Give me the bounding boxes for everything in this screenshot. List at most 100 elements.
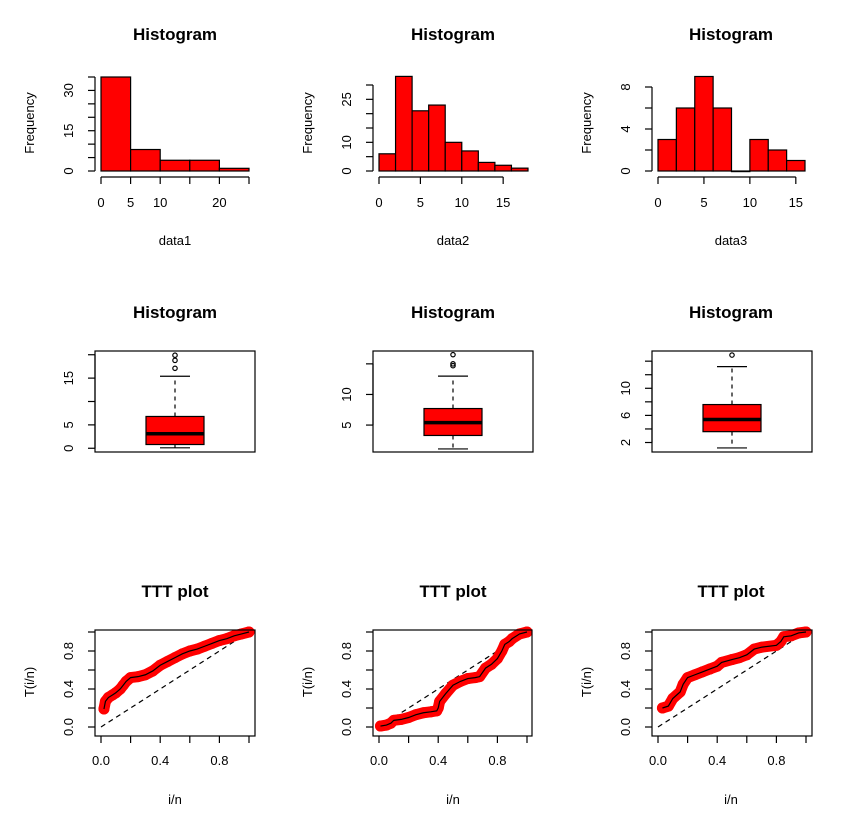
ttt1-plot-frame — [94, 629, 256, 737]
ttt1-x-tick-label: 0.0 — [92, 753, 110, 768]
hist2-y-tick-label: 25 — [339, 92, 354, 106]
hist3-x-tick-label: 10 — [743, 195, 757, 210]
hist3-x-tick-label: 0 — [654, 195, 661, 210]
box2-outlier-point — [450, 351, 456, 358]
box2-title: Histogram — [411, 303, 495, 322]
ttt3-title: TTT plot — [697, 582, 764, 601]
box1-title: Histogram — [133, 303, 217, 322]
ttt1-xlabel: i/n — [168, 792, 182, 807]
hist1-title: Histogram — [133, 25, 217, 44]
hist2-x-tick-label: 0 — [375, 195, 382, 210]
hist2-bar — [477, 161, 496, 172]
hist2-x-tick-label: 10 — [455, 195, 469, 210]
hist1-bar — [100, 76, 132, 172]
box1-iqr-box — [145, 415, 205, 446]
hist2-ylabel: Frequency — [300, 92, 315, 154]
hist2-bar — [411, 110, 430, 172]
ttt3-x-tick-label: 0.0 — [649, 753, 667, 768]
hist1-bar — [159, 159, 191, 172]
hist3-y-tick-label: 4 — [618, 125, 633, 132]
box1-outlier-point — [172, 357, 178, 364]
box1-outlier-point — [172, 365, 178, 372]
ttt2-x-tick-label: 0.0 — [370, 753, 388, 768]
hist3-ylabel: Frequency — [579, 92, 594, 154]
hist2-bar — [378, 153, 397, 172]
ttt3-x-tick-label: 0.8 — [767, 753, 785, 768]
hist3-bar — [657, 138, 677, 172]
ttt2-plot-frame — [372, 629, 533, 737]
box3-outlier-point — [729, 352, 735, 358]
ttt1-ylabel: T(i/n) — [22, 667, 37, 697]
hist1-xlabel: data1 — [159, 233, 192, 248]
hist3-bar — [786, 159, 806, 172]
box3-y-tick-label: 2 — [618, 439, 633, 446]
hist3-bar — [712, 107, 733, 172]
ttt2-y-tick-label: 0.0 — [339, 718, 354, 736]
ttt1-title: TTT plot — [141, 582, 208, 601]
hist3-bar — [675, 107, 696, 172]
ttt2-xlabel: i/n — [446, 792, 460, 807]
box3-y-tick-label: 6 — [618, 412, 633, 419]
hist3-title: Histogram — [689, 25, 773, 44]
hist3-xlabel: data3 — [715, 233, 748, 248]
ttt3-plot-frame — [651, 629, 813, 737]
ttt3-ttt-line — [662, 631, 807, 709]
hist1-bar — [130, 148, 161, 172]
box2-y-tick-label: 10 — [339, 387, 354, 401]
box2-outlier-point — [450, 362, 456, 369]
ttt2-ylabel: T(i/n) — [300, 667, 315, 697]
hist3-bar — [730, 170, 751, 173]
hist2-bar — [394, 75, 413, 172]
box1-y-tick-label: 15 — [61, 371, 76, 385]
ttt1-reference-diagonal — [100, 631, 250, 728]
box1-outlier-point — [172, 352, 178, 359]
hist3-bar — [767, 149, 788, 172]
chart-marks: 0 15 30 0 5 10 20 0 10 25 0 5 10 15 0 4 8 0 5 10 15 0 5 15 5 10 2 6… — [61, 75, 813, 768]
ttt2-title: TTT plot — [419, 582, 486, 601]
hist1-x-tick-label: 5 — [127, 195, 134, 210]
ttt3-xlabel: i/n — [724, 792, 738, 807]
hist2-bar — [510, 167, 529, 172]
ttt2-x-tick-label: 0.4 — [429, 753, 447, 768]
hist3-bar — [694, 75, 714, 172]
hist2-bar — [444, 141, 463, 172]
box3-y-tick-label: 10 — [618, 381, 633, 395]
box1-y-tick-label: 0 — [61, 445, 76, 452]
hist3-y-tick-label: 8 — [618, 83, 633, 90]
ttt2-y-tick-label: 0.8 — [339, 642, 354, 660]
hist1-y-tick-label: 15 — [61, 123, 76, 137]
ttt1-y-tick-label: 0.0 — [61, 718, 76, 736]
hist2-xlabel: data2 — [437, 233, 470, 248]
hist2-y-tick-label: 0 — [339, 167, 354, 174]
ttt2-x-tick-label: 0.8 — [488, 753, 506, 768]
hist3-y-tick-label: 0 — [618, 167, 633, 174]
hist2-x-tick-label: 5 — [417, 195, 424, 210]
hist3-bar — [749, 138, 769, 172]
ttt1-ttt-line — [103, 631, 250, 710]
hist2-bar — [461, 150, 479, 172]
box2-outlier-point — [450, 361, 456, 367]
hist1-x-tick-label: 10 — [153, 195, 167, 210]
hist2-bar — [428, 104, 446, 172]
ttt3-x-tick-label: 0.4 — [708, 753, 726, 768]
hist2-title: Histogram — [411, 25, 495, 44]
ttt3-y-tick-label: 0.4 — [618, 680, 633, 698]
hist1-x-tick-label: 0 — [97, 195, 104, 210]
box3-title: Histogram — [689, 303, 773, 322]
ttt3-y-tick-label: 0.0 — [618, 718, 633, 736]
hist1-bar — [189, 159, 221, 172]
box2-y-tick-label: 5 — [339, 421, 354, 428]
hist1-x-tick-label: 20 — [212, 195, 226, 210]
ttt3-y-tick-label: 0.8 — [618, 642, 633, 660]
ttt1-y-tick-label: 0.4 — [61, 680, 76, 698]
hist3-x-tick-label: 5 — [700, 195, 707, 210]
ttt1-y-tick-label: 0.8 — [61, 642, 76, 660]
hist3-x-tick-label: 15 — [789, 195, 803, 210]
ttt1-x-tick-label: 0.4 — [151, 753, 169, 768]
ttt3-ylabel: T(i/n) — [579, 667, 594, 697]
hist1-bar — [218, 167, 250, 172]
hist2-x-tick-label: 15 — [496, 195, 510, 210]
box1-y-tick-label: 5 — [61, 421, 76, 428]
hist2-bar — [494, 164, 513, 172]
